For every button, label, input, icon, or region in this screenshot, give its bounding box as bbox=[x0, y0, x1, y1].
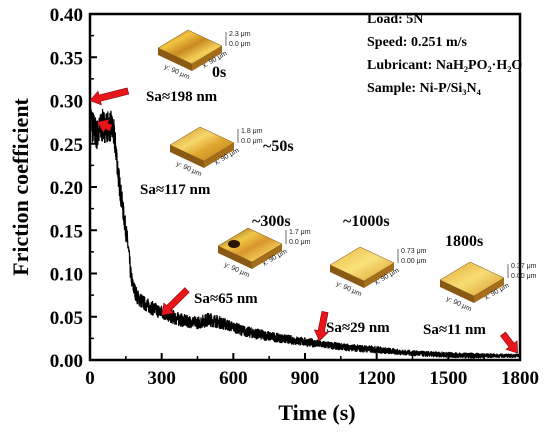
red-arrow-3 bbox=[313, 311, 329, 342]
y-tick-label: 0.25 bbox=[50, 135, 83, 156]
afm-pit bbox=[228, 240, 240, 248]
afm-surface bbox=[169, 126, 235, 162]
afm-z-max: 1.7 μm bbox=[289, 229, 311, 236]
afm-side-right bbox=[474, 278, 504, 303]
red-arrow-4 bbox=[500, 331, 518, 354]
x-tick-label: 300 bbox=[147, 368, 176, 389]
afm-roughness-label: Sa≈11 nm bbox=[423, 322, 486, 338]
afm-side-left bbox=[170, 145, 204, 168]
test-conditions: Load: 5N Speed: 0.251 m/s Lubricant: NaH… bbox=[367, 12, 522, 96]
red-arrow-0 bbox=[89, 87, 130, 106]
afm-side-right bbox=[192, 46, 222, 71]
afm-time-label: 1800s bbox=[445, 233, 483, 250]
afm-side-left bbox=[330, 265, 364, 288]
y-tick-label: 0.15 bbox=[50, 221, 83, 242]
afm-time-label: ~300s bbox=[252, 213, 291, 230]
afm-z-max: 2.3 μm bbox=[229, 31, 251, 38]
x-axis-title: Time (s) bbox=[278, 400, 355, 425]
afm-roughness-label: Sa≈29 nm bbox=[326, 320, 390, 336]
afm-z-min: 0.0 μm bbox=[229, 41, 251, 48]
afm-roughness-label: Sa≈117 nm bbox=[140, 182, 211, 198]
y-tick-label: 0.40 bbox=[50, 5, 83, 26]
afm-roughness-label: Sa≈65 nm bbox=[194, 291, 258, 307]
y-tick-label: 0.30 bbox=[50, 92, 83, 113]
afm-surface bbox=[439, 261, 505, 297]
y-tick-label: 0.05 bbox=[50, 308, 83, 329]
y-tick-label: 0.10 bbox=[50, 265, 83, 286]
x-tick-label: 1800 bbox=[501, 368, 539, 389]
afm-time-label: ~1000s bbox=[343, 213, 390, 230]
x-tick-label: 900 bbox=[291, 368, 320, 389]
condition-load: Load: 5N bbox=[367, 12, 423, 27]
afm-side-right bbox=[364, 263, 394, 288]
afm-surface bbox=[329, 246, 395, 282]
condition-sample: Sample: Ni-P/Si₃N₄ bbox=[367, 81, 482, 96]
afm-z-min: 0.00 μm bbox=[401, 258, 427, 265]
y-tick-label: 0.35 bbox=[50, 48, 83, 69]
red-arrow-1 bbox=[96, 119, 113, 134]
afm-time-label: 0s bbox=[212, 64, 226, 81]
afm-surface bbox=[217, 227, 283, 263]
red-arrows bbox=[89, 87, 518, 354]
x-tick-label: 600 bbox=[219, 368, 248, 389]
afm-inset-3: 0.73 μm0.00 μmy: 90 μmx: 90 μm~1000sSa≈2… bbox=[326, 213, 427, 336]
x-tick-label: 0 bbox=[85, 368, 95, 389]
afm-z-max: 1.8 μm bbox=[241, 128, 263, 135]
afm-z-min: 0.0 μm bbox=[241, 138, 263, 145]
afm-side-left bbox=[440, 280, 474, 303]
condition-speed: Speed: 0.251 m/s bbox=[367, 35, 468, 50]
afm-z-min: 0.00 μm bbox=[511, 273, 537, 280]
condition-lubricant: Lubricant: NaH₂PO₂·H₂O bbox=[367, 58, 522, 73]
y-tick-label: 0.20 bbox=[50, 178, 83, 199]
red-arrow-2 bbox=[161, 287, 190, 316]
afm-z-max: 0.73 μm bbox=[401, 248, 427, 255]
x-tick-label: 1200 bbox=[358, 368, 396, 389]
x-tick-label: 1500 bbox=[429, 368, 467, 389]
afm-side-right bbox=[204, 143, 234, 168]
afm-z-max: 0.37 μm bbox=[511, 263, 537, 270]
afm-z-min: 0.0 μm bbox=[289, 239, 311, 246]
afm-side-left bbox=[218, 246, 252, 269]
afm-roughness-label: Sa≈198 nm bbox=[146, 89, 218, 105]
afm-surface bbox=[157, 29, 223, 65]
afm-side-right bbox=[252, 244, 282, 269]
y-tick-label: 0.00 bbox=[50, 351, 83, 372]
afm-time-label: ~50s bbox=[263, 138, 294, 155]
y-axis-title: Friction coefficient bbox=[8, 97, 33, 275]
afm-side-left bbox=[158, 48, 192, 71]
